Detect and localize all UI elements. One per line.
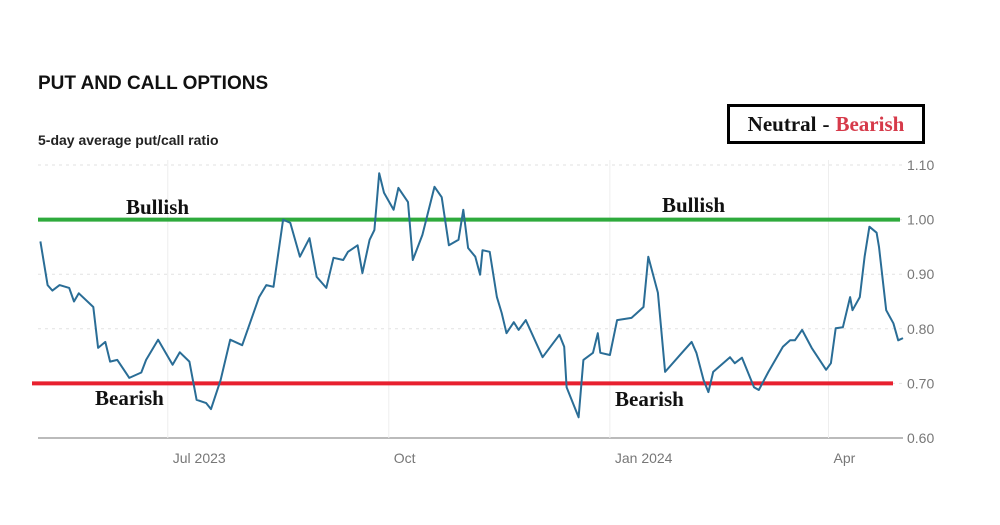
y-tick-label: 1.10 [907, 157, 934, 173]
series-line [39, 172, 904, 419]
x-tick-label: Apr [834, 450, 856, 466]
annotation-bullish-left: Bullish [126, 195, 189, 219]
y-tick-label: 0.70 [907, 375, 934, 391]
x-tick-label: Oct [394, 450, 416, 466]
x-tick-label: Jan 2024 [615, 450, 673, 466]
y-tick-label: 1.00 [907, 212, 934, 228]
y-tick-label: 0.60 [907, 430, 934, 446]
y-tick-label: 0.90 [907, 266, 934, 282]
annotation-bearish-right: Bearish [615, 387, 684, 411]
chart-title: PUT AND CALL OPTIONS [38, 73, 269, 94]
sentiment-neutral: Neutral [747, 111, 817, 136]
x-tick-label: Jul 2023 [173, 450, 226, 466]
annotation-bearish-left: Bearish [95, 386, 164, 410]
chart-subtitle: 5-day average put/call ratio [38, 132, 219, 148]
annotation-bullish-right: Bullish [662, 193, 725, 217]
sentiment-box: Neutral - Bearish [727, 104, 925, 144]
y-tick-label: 0.80 [907, 321, 934, 337]
sentiment-separator: - [822, 111, 830, 136]
sentiment-bearish: Bearish [835, 111, 905, 136]
